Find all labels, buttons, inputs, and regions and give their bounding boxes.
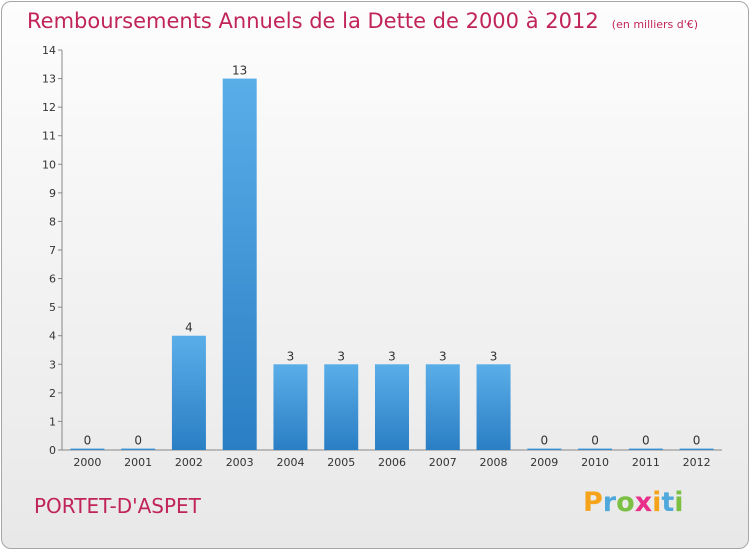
bar-value-label: 3 [337,349,345,363]
bar-value-label: 3 [490,349,498,363]
y-tick-label: 6 [49,273,56,286]
x-tick-label: 2004 [276,456,304,469]
y-tick-label: 14 [42,44,56,57]
bar-value-label: 0 [693,434,701,448]
bar-value-label: 0 [642,434,650,448]
bar [375,364,409,450]
bar-value-label: 3 [287,349,295,363]
y-tick-label: 7 [49,244,56,257]
bar-value-label: 0 [540,434,548,448]
bar [70,448,105,450]
bar-value-label: 4 [185,321,193,335]
y-tick-label: 10 [42,158,56,171]
y-tick-label: 13 [42,73,56,86]
x-tick-label: 2012 [683,456,711,469]
x-tick-label: 2011 [632,456,660,469]
bar [578,448,613,450]
x-tick-label: 2007 [429,456,457,469]
x-tick-label: 2000 [73,456,101,469]
bar [425,364,460,450]
y-tick-label: 1 [49,415,56,428]
x-tick-label: 2001 [124,456,152,469]
x-tick-label: 2005 [327,456,355,469]
x-axis-ticks: 2000 2001 2002 2003 2004 2005 2006 2007 2008 2009… [73,456,710,469]
bar [527,448,562,450]
x-tick-label: 2003 [226,456,254,469]
bars-group: 0 0 4 13 3 3 3 3 3 0 0 0 0 [70,64,714,451]
bar [222,78,257,451]
bar [324,364,359,450]
bar-value-label: 0 [134,434,142,448]
chart-title-row: Remboursements Annuels de la Dette de 20… [27,9,698,33]
y-tick-label: 2 [49,387,56,400]
y-tick-label: 12 [42,101,56,114]
bar [171,335,206,450]
logo-letter: i [674,487,684,518]
logo-letter: t [661,487,675,518]
bar-value-label: 3 [439,349,447,363]
logo-letter: x [634,487,653,518]
logo-letter: o [616,487,635,518]
y-tick-label: 5 [49,301,56,314]
bar-value-label: 3 [388,349,396,363]
y-tick-label: 8 [49,215,56,228]
commune-name: PORTET-D'ASPET [34,494,201,518]
x-tick-label: 2002 [175,456,203,469]
bar [273,364,308,450]
bar [679,448,714,450]
proxiti-logo[interactable]: Proxiti [583,487,684,518]
bar [121,448,156,450]
bar-value-label: 13 [232,64,247,78]
chart-title: Remboursements Annuels de la Dette de 20… [27,9,599,33]
bar-value-label: 0 [591,434,599,448]
bar [476,364,511,450]
x-tick-label: 2010 [581,456,609,469]
y-tick-label: 9 [49,187,56,200]
y-tick-label: 11 [42,130,56,143]
chart-subtitle: (en milliers d'€) [611,18,699,31]
logo-letter: i [652,487,662,518]
bar-value-label: 0 [84,434,92,448]
logo-letter: P [583,487,603,518]
y-tick-label: 0 [49,444,56,457]
x-tick-label: 2008 [480,456,508,469]
bar [628,448,663,450]
y-tick-label: 3 [49,358,56,371]
logo-letter: r [602,487,617,518]
x-tick-label: 2006 [378,456,406,469]
y-tick-label: 4 [49,330,56,343]
x-tick-label: 2009 [530,456,558,469]
